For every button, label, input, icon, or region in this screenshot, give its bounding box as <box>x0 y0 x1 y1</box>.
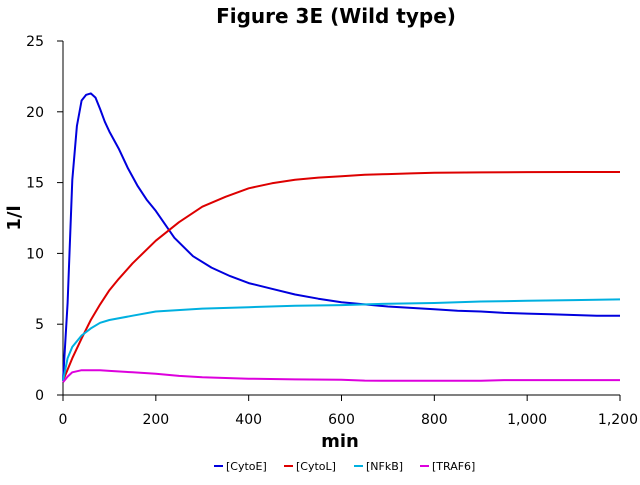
series-line-cytoe <box>62 92 620 381</box>
series-line-cytol <box>62 171 620 382</box>
legend-label-cytoe: [CytoE] <box>226 460 267 473</box>
x-tick-label: 200 <box>142 412 169 428</box>
series-line-traf6 <box>62 369 620 383</box>
x-tick-label: 1,200 <box>598 412 638 428</box>
x-tick-label: 1,000 <box>507 412 547 428</box>
y-tick-label: 15 <box>26 176 44 192</box>
legend-label-nfkb: [NFkB] <box>366 460 403 473</box>
x-tick-label: 400 <box>235 412 262 428</box>
chart-title: Figure 3E (Wild type) <box>216 4 456 28</box>
x-tick-label: 0 <box>59 412 68 428</box>
x-tick-label: 600 <box>328 412 355 428</box>
y-ticks: 0 5 10 15 20 25 <box>26 34 63 404</box>
y-tick-label: 0 <box>35 388 44 404</box>
legend: [CytoE] [CytoL] [NFkB] [TRAF6] <box>214 460 475 473</box>
x-axis-title: min <box>321 431 359 452</box>
y-axis-title: 1/l <box>4 205 25 230</box>
y-tick-label: 10 <box>26 246 44 262</box>
x-tick-label: 800 <box>421 412 448 428</box>
y-tick-label: 25 <box>26 34 44 50</box>
series-layer <box>62 92 621 383</box>
y-tick-label: 5 <box>35 317 44 333</box>
legend-label-cytol: [CytoL] <box>296 460 336 473</box>
series-line-nfkb <box>62 298 621 381</box>
y-tick-label: 20 <box>26 105 44 121</box>
axes <box>62 41 620 396</box>
legend-label-traf6: [TRAF6] <box>432 460 475 473</box>
x-ticks: 0 200 400 600 800 1,000 1,200 <box>59 395 638 428</box>
